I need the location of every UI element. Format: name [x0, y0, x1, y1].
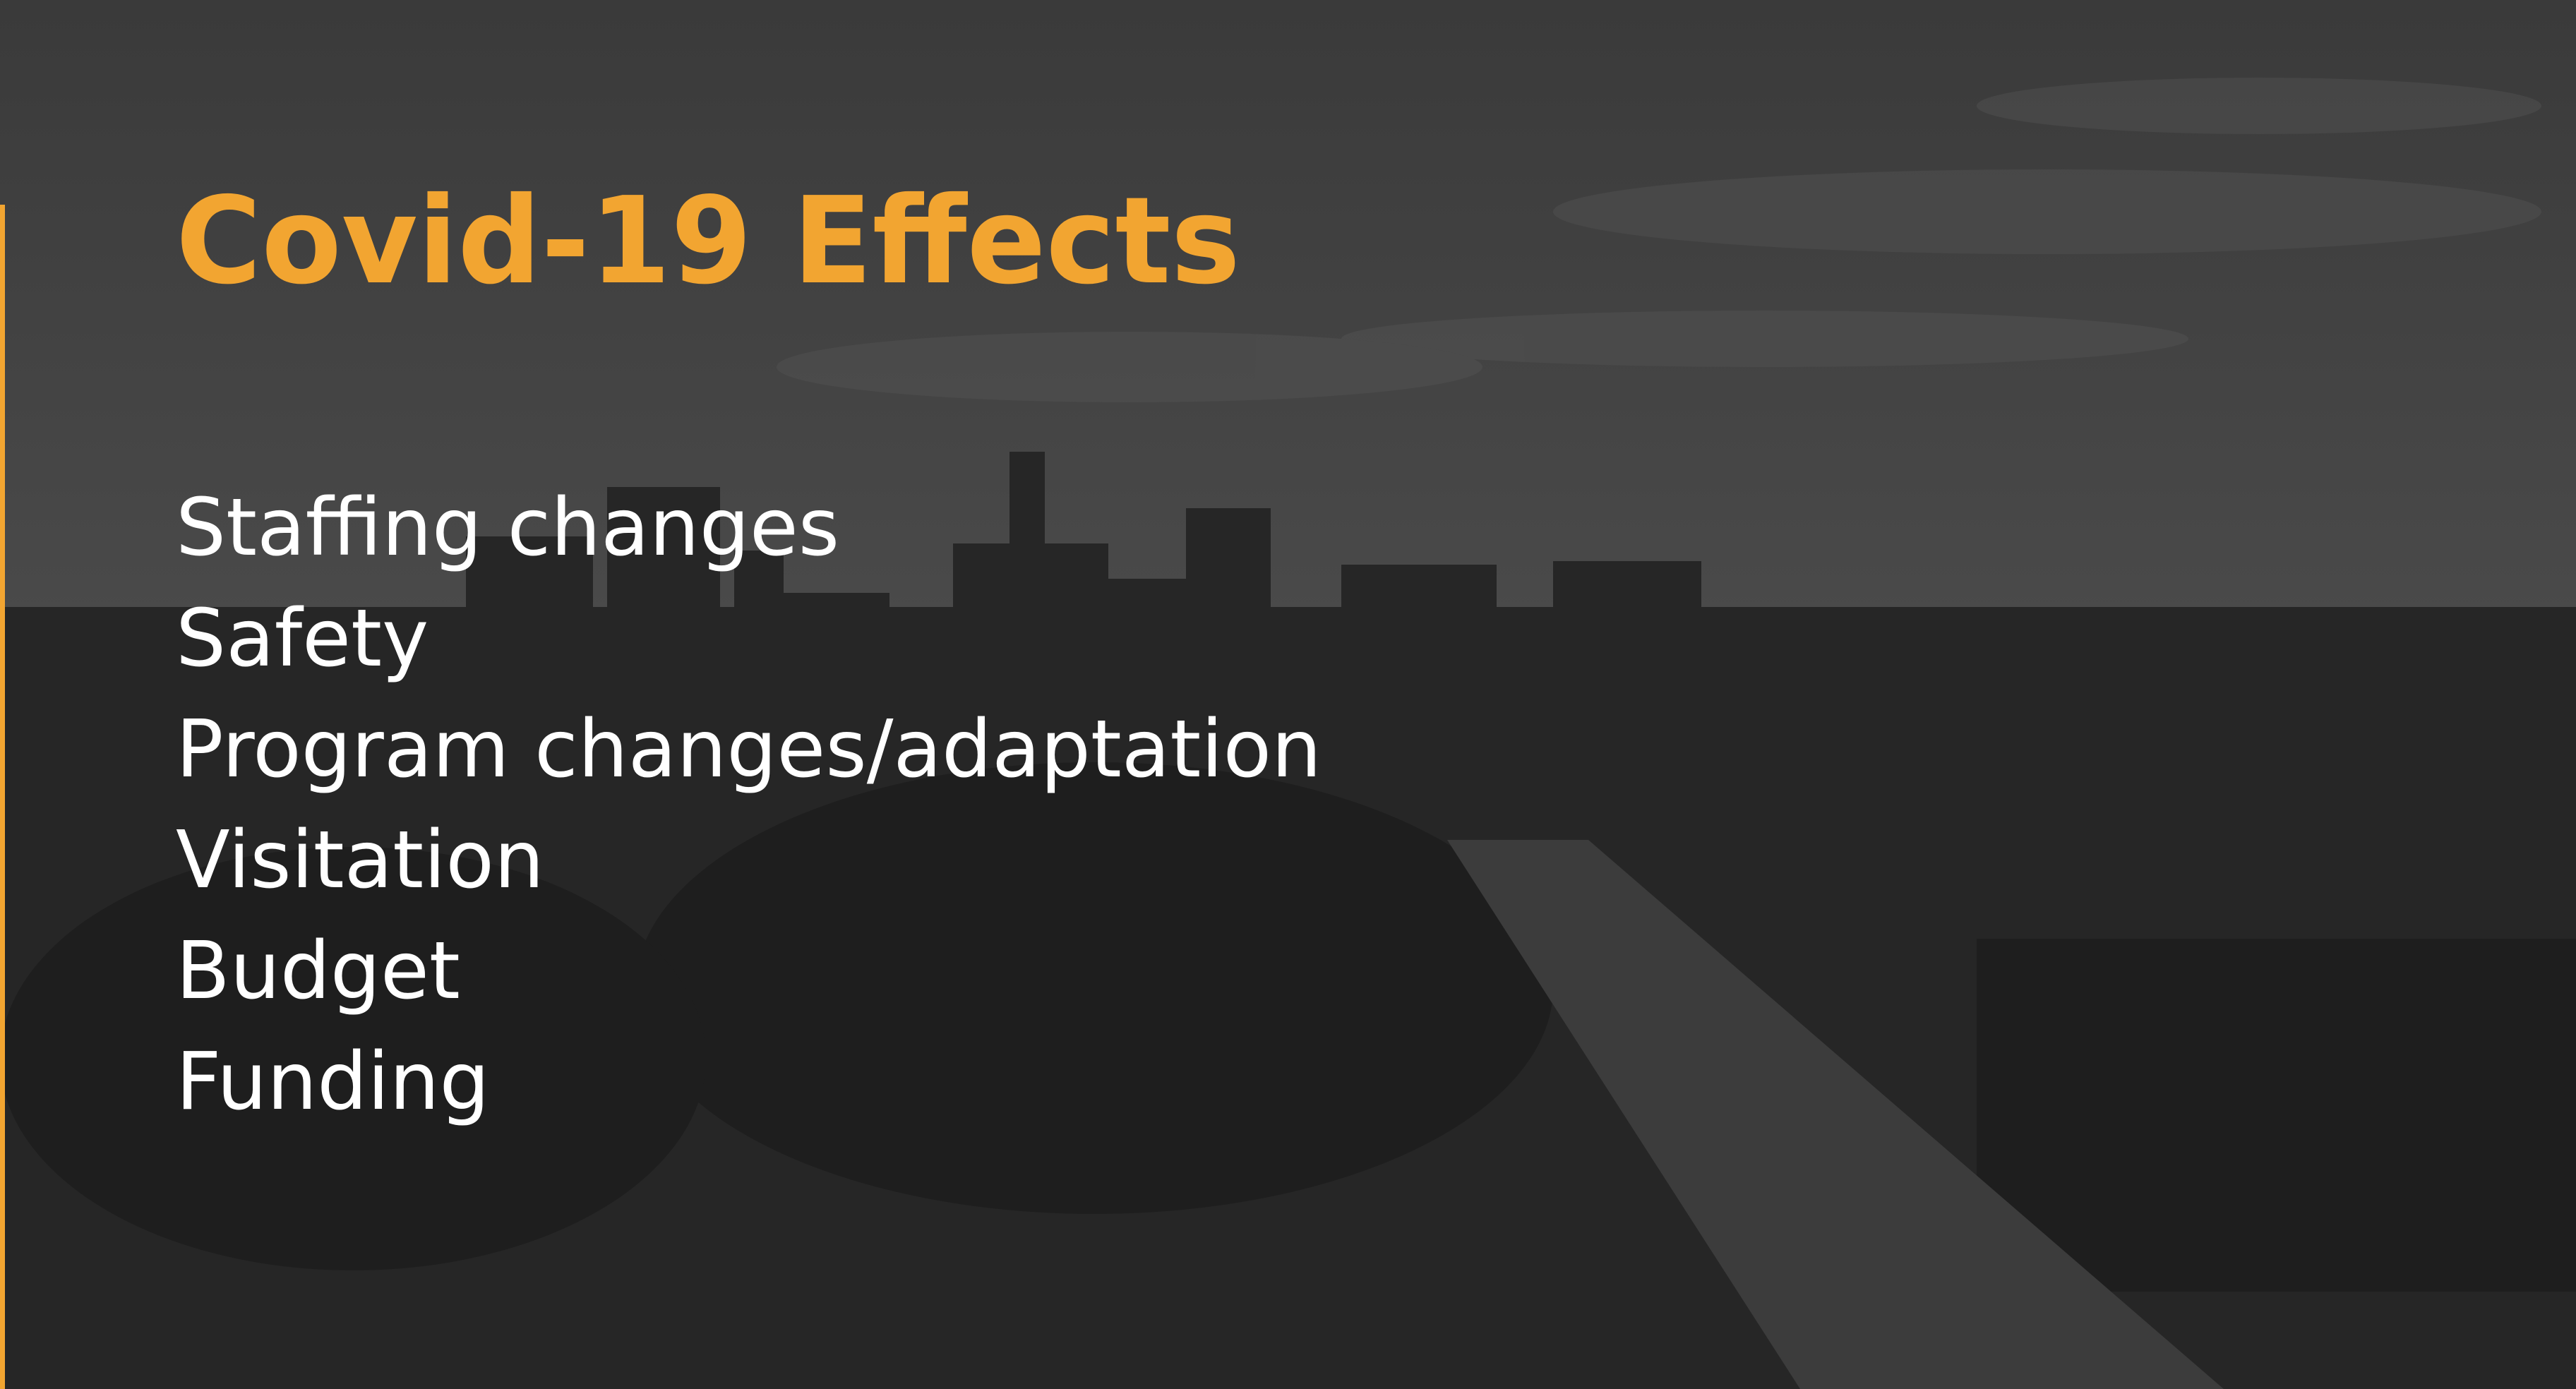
item-list: Staffing changes Safety Program changes/ad… [176, 482, 1322, 1128]
list-item: Staffing changes [176, 482, 839, 574]
road [1447, 840, 2224, 1389]
list-item: Program changes/adaptation [176, 704, 1322, 795]
slide-title: Covid-19 Effects [176, 172, 1240, 311]
list-item: Safety [176, 593, 429, 685]
list-item: Funding [176, 1036, 490, 1128]
accent-bar [0, 205, 5, 1389]
trees [0, 762, 2576, 1292]
list-item: Budget [176, 925, 460, 1017]
clouds [777, 78, 2541, 402]
list-item: Visitation [176, 814, 544, 906]
